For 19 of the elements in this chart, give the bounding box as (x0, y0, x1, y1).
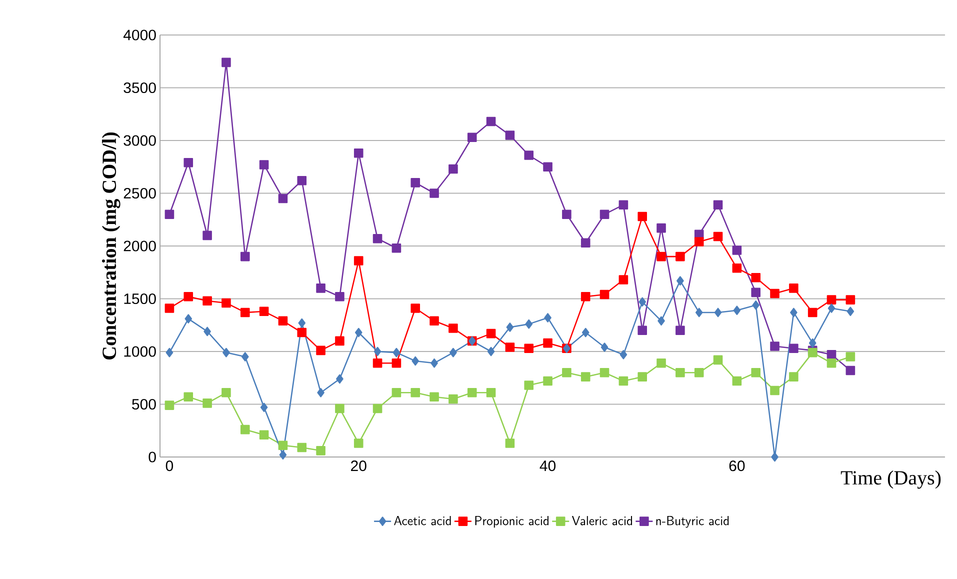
y-tick-label: 4000 (123, 30, 156, 40)
y-tick-label: 3500 (124, 82, 156, 94)
y-tick-label: 2000 (124, 240, 156, 252)
y-tick-label: 1500 (124, 293, 156, 304)
legend-label: n-Butyric acid (656, 516, 729, 528)
x-tick-label: 0 (166, 460, 174, 472)
x-axis-title: Time (Days) (840, 470, 941, 489)
y-tick-label: 3000 (124, 135, 156, 146)
y-tick-label: 500 (132, 398, 156, 410)
y-tick-label: 0 (148, 452, 156, 462)
legend-label: Acetic acid (394, 516, 451, 526)
x-tick-label: 20 (351, 460, 366, 472)
y-tick-label: 2500 (124, 188, 156, 199)
legend-label: Propionic acid (475, 516, 548, 528)
y-tick-label: 1000 (124, 346, 156, 357)
x-tick-label: 60 (729, 460, 745, 472)
legend-label: Valeric acid (572, 516, 632, 526)
x-tick-label: 40 (540, 460, 556, 472)
y-axis-title: Concentration (mg COD/l) (102, 132, 120, 360)
